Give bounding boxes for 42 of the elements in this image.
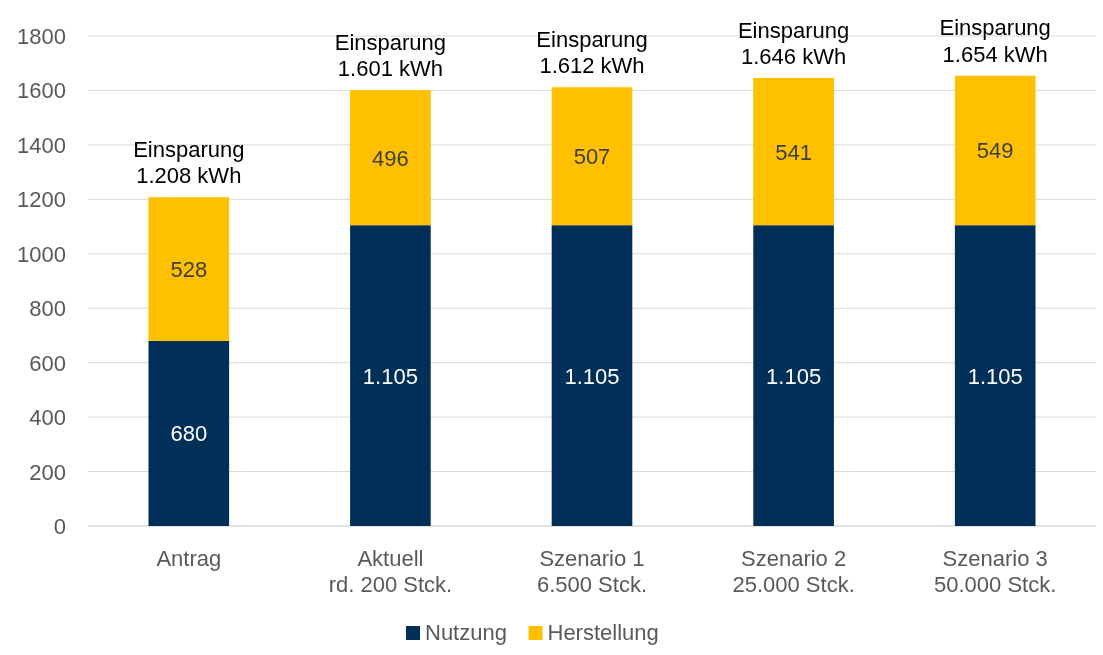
data-label: 549 <box>976 138 1014 164</box>
data-label: 528 <box>170 257 208 283</box>
x-tick-label: Szenario 1 6.500 Stck. <box>536 546 648 598</box>
bar <box>954 225 1036 526</box>
y-tick-label: 1400 <box>17 132 66 158</box>
x-tick-label: Szenario 3 50.000 Stck. <box>934 546 1057 598</box>
data-label: 1.105 <box>766 363 822 389</box>
bar <box>753 225 834 526</box>
y-tick-label: 0 <box>53 514 66 539</box>
x-tick-label: Antrag <box>156 546 222 571</box>
bar <box>148 340 230 526</box>
total-label: Einsparung 1.208 kWh <box>133 136 245 189</box>
x-tick-label: Aktuell rd. 200 Stck. <box>328 546 453 598</box>
total-label: Einsparung 1.654 kWh <box>939 15 1051 67</box>
y-tick-label: 800 <box>29 296 66 322</box>
data-label: 541 <box>775 139 812 165</box>
bar <box>551 87 633 226</box>
bar <box>350 90 431 226</box>
data-label: 1.105 <box>967 363 1023 389</box>
bar <box>350 225 431 526</box>
data-label: 507 <box>573 144 611 170</box>
y-tick-label: 1600 <box>17 78 66 104</box>
y-tick-label: 1200 <box>17 187 66 213</box>
legend-label: Herstellung <box>547 620 659 645</box>
data-label: 680 <box>170 421 208 447</box>
bar <box>954 75 1036 226</box>
data-label: 496 <box>372 145 409 171</box>
bar <box>753 77 834 226</box>
legend-label: Nutzung <box>425 620 507 645</box>
y-tick-label: 600 <box>29 350 66 376</box>
y-tick-label: 1000 <box>17 241 66 267</box>
y-tick-label: 400 <box>29 405 66 431</box>
y-tick-label: 1800 <box>17 24 66 49</box>
x-tick-label: Szenario 2 25.000 Stck. <box>732 546 855 598</box>
y-tick-label: 200 <box>29 459 66 485</box>
total-label: Einsparung 1.646 kWh <box>737 17 850 69</box>
total-label: Einsparung 1.601 kWh <box>334 29 447 82</box>
bar <box>148 197 230 341</box>
data-label: 1.105 <box>362 363 418 389</box>
total-label: Einsparung 1.612 kWh <box>536 26 648 79</box>
data-label: 1.105 <box>564 363 620 389</box>
bar <box>551 225 633 526</box>
